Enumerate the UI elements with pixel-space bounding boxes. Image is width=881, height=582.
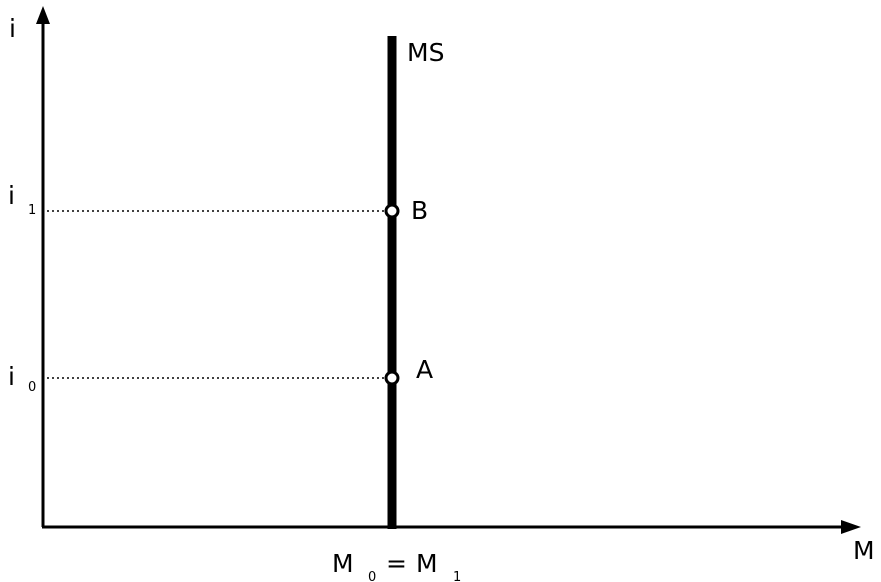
i0-subscript: 0 — [28, 380, 36, 395]
point-b-marker — [384, 203, 400, 219]
y-axis-label: i — [9, 14, 16, 43]
point-b-label: B — [411, 196, 428, 225]
ms-label: MS — [407, 38, 444, 67]
y-axis-arrowhead — [36, 6, 50, 24]
m0-subscript: 0 — [368, 570, 376, 582]
x-axis-arrowhead — [841, 520, 861, 534]
equals-sign: = — [386, 549, 407, 578]
m1-label: M — [416, 549, 438, 578]
point-a-label: A — [416, 355, 433, 384]
point-a-marker — [384, 370, 400, 386]
i0-label: i — [8, 362, 15, 391]
m0-label: M — [332, 549, 354, 578]
i1-label: i — [8, 181, 15, 210]
i1-subscript: 1 — [28, 203, 36, 218]
x-axis-label: M — [853, 536, 875, 565]
m1-subscript: 1 — [453, 570, 461, 582]
